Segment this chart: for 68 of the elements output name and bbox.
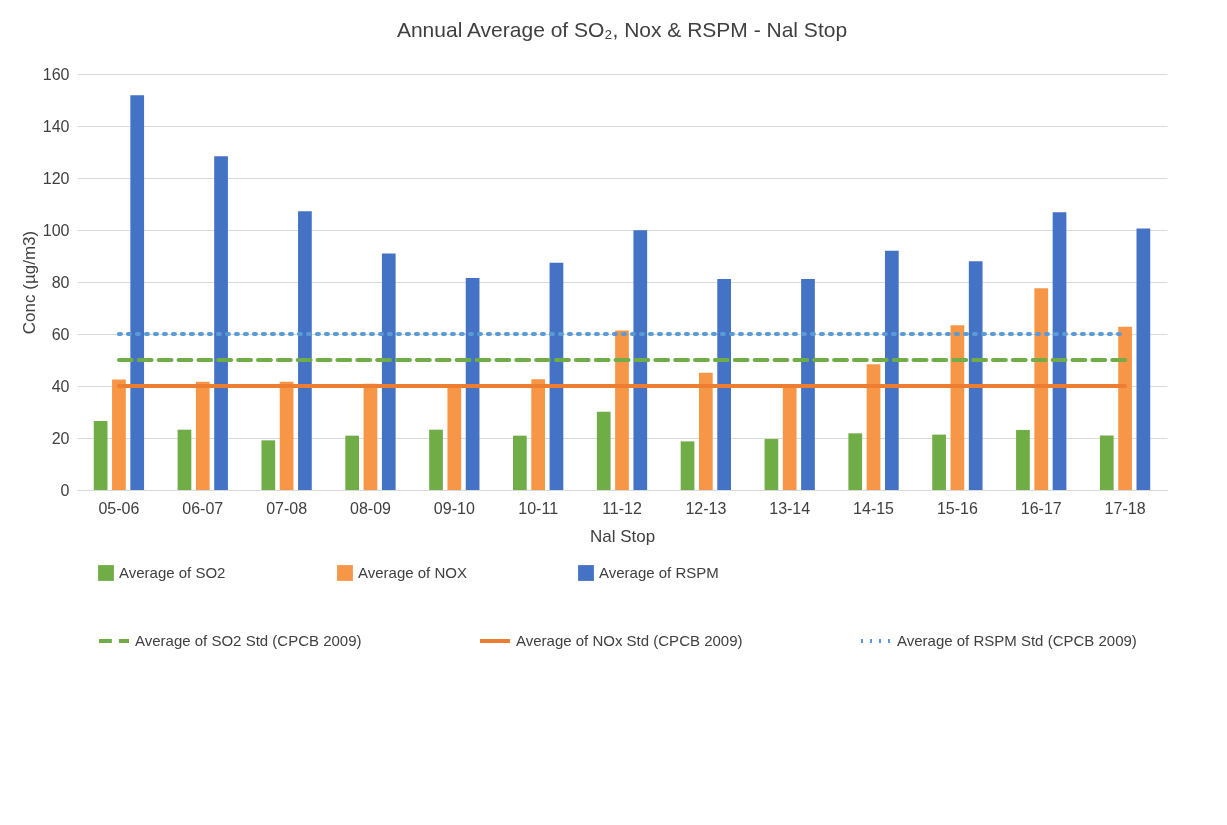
y-tick-label: 100 [42, 221, 70, 239]
bar [261, 440, 276, 490]
bar [177, 429, 192, 490]
y-tick-label: 140 [42, 117, 70, 135]
legend-label: Average of SO2 Std (CPCB 2009) [135, 632, 362, 649]
bar [932, 434, 946, 490]
bar [93, 421, 108, 490]
y-tick-label: 0 [60, 481, 70, 499]
x-tick-label: 15-16 [936, 499, 978, 517]
y-tick-label: 120 [42, 169, 70, 187]
legend-label: Average of SO2 [119, 564, 226, 581]
bar [381, 253, 396, 490]
bar [214, 156, 228, 490]
x-tick-label: 12-13 [685, 499, 727, 517]
y-tick-label: 60 [51, 325, 70, 343]
bar [195, 381, 210, 490]
y-tick-label: 40 [51, 377, 70, 395]
bar [531, 379, 546, 490]
bar [596, 411, 611, 490]
y-tick-label: 80 [51, 273, 70, 291]
y-tick-label: 160 [42, 65, 70, 83]
bar [279, 381, 294, 490]
x-tick-label: 17-18 [1104, 499, 1146, 517]
bar [968, 261, 983, 490]
bar [717, 278, 731, 490]
x-tick-label: 14-15 [853, 499, 895, 517]
y-tick-label: 20 [51, 429, 70, 447]
x-tick-label: 09-10 [433, 499, 475, 517]
bar [345, 435, 360, 490]
x-tick-label: 07-08 [266, 499, 308, 517]
x-tick-label: 10-11 [518, 499, 559, 517]
y-axis-title: Conc (µg/m3) [19, 230, 39, 335]
bar [1136, 228, 1151, 490]
x-tick-label: 16-17 [1020, 499, 1062, 517]
legend-label: Average of RSPM [599, 564, 719, 581]
bar [298, 211, 312, 490]
bar [801, 278, 815, 490]
bar [112, 379, 126, 490]
bar [884, 250, 899, 490]
bar [465, 278, 480, 490]
bar [782, 387, 797, 490]
bar [866, 364, 881, 490]
x-axis-title: Nal Stop [589, 526, 656, 546]
bar [1016, 429, 1030, 490]
bar [698, 372, 713, 490]
bar [447, 387, 462, 490]
bar [848, 433, 863, 490]
x-tick-label: 11-12 [602, 499, 642, 517]
bar [1052, 212, 1067, 490]
bar [1118, 326, 1132, 490]
bar [633, 230, 648, 490]
x-tick-label: 05-06 [98, 499, 140, 517]
legend-label: Average of NOX [358, 564, 467, 581]
bar [680, 441, 695, 490]
x-tick-label: 08-09 [350, 499, 392, 517]
bar [1099, 435, 1114, 490]
bar [615, 330, 629, 490]
legend-label: Average of RSPM Std (CPCB 2009) [897, 632, 1137, 649]
legend-label: Average of NOx Std (CPCB 2009) [516, 632, 743, 649]
x-tick-label: 06-07 [182, 499, 224, 517]
bar [764, 439, 779, 490]
bar [429, 429, 443, 490]
bar [549, 262, 564, 490]
bar [1034, 288, 1049, 490]
bar [130, 95, 145, 490]
x-tick-label: 13-14 [769, 499, 811, 517]
bar [513, 435, 527, 490]
chart-title: Annual Average of SO₂, Nox & RSPM - Nal Stop [396, 18, 848, 41]
